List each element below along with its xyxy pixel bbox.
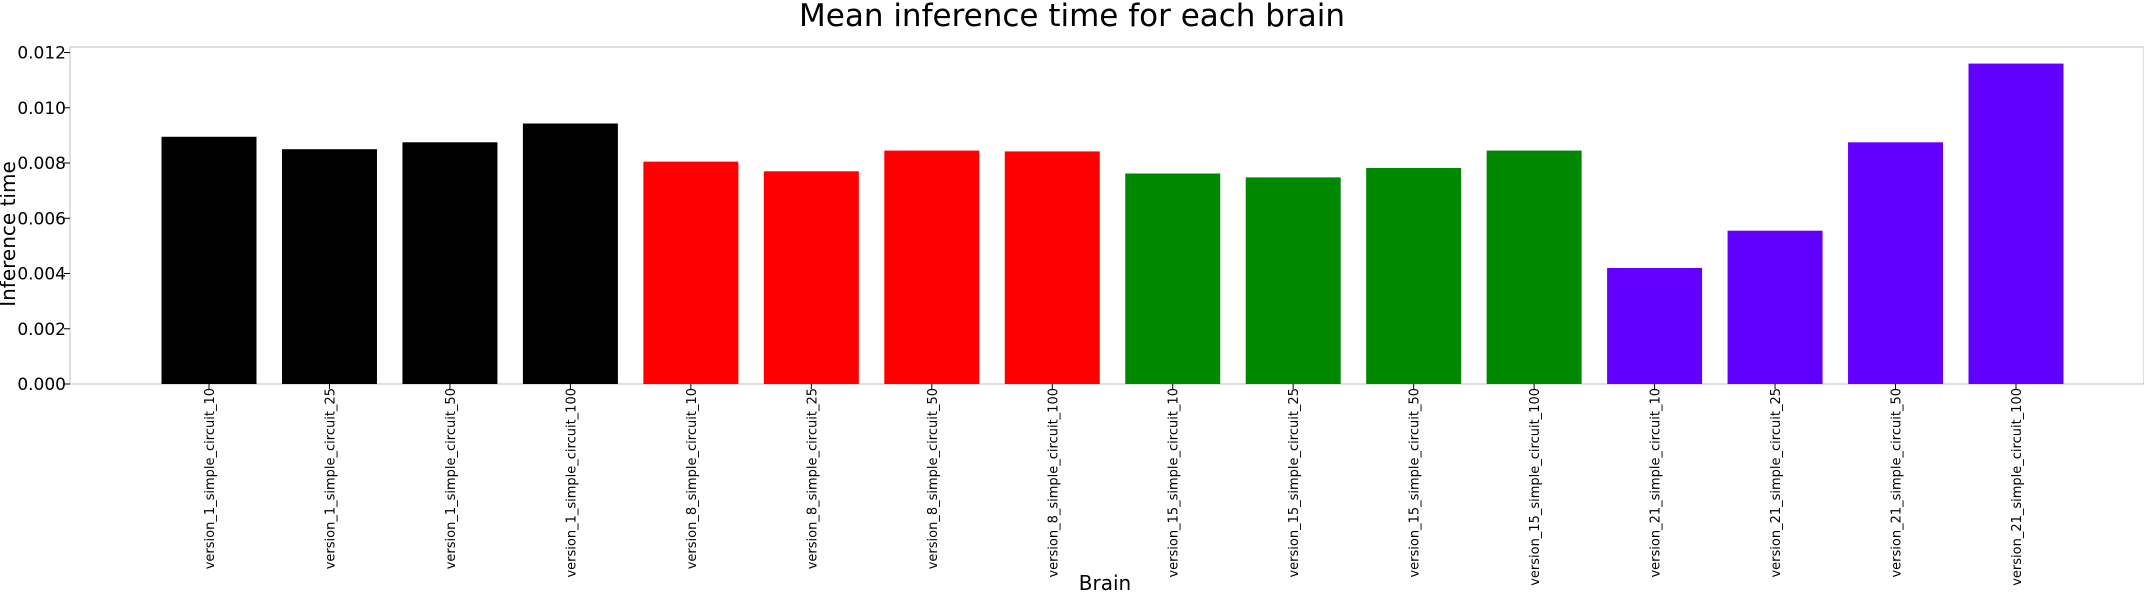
x-tick-label: version_21_simple_circuit_50 xyxy=(1890,388,1905,578)
x-tick-label: version_1_simple_circuit_10 xyxy=(203,388,218,569)
bar-version_15_simple_circuit_10 xyxy=(1125,173,1221,384)
bar-version_8_simple_circuit_100 xyxy=(1004,151,1100,384)
x-tick-label: version_15_simple_circuit_25 xyxy=(1287,388,1302,578)
bar-version_8_simple_circuit_10 xyxy=(643,161,739,384)
bar-version_15_simple_circuit_25 xyxy=(1245,177,1341,384)
bar-version_1_simple_circuit_100 xyxy=(522,123,618,385)
x-tick-label: version_8_simple_circuit_10 xyxy=(685,388,700,569)
bar-version_21_simple_circuit_10 xyxy=(1607,267,1703,384)
y-tick-label: 0.006 xyxy=(17,209,66,229)
x-tick-label: version_1_simple_circuit_50 xyxy=(444,388,459,569)
bar-version_21_simple_circuit_25 xyxy=(1727,230,1823,384)
y-tick-label: 0.012 xyxy=(17,44,66,64)
x-tick-label: version_1_simple_circuit_25 xyxy=(323,388,338,569)
bar-version_21_simple_circuit_100 xyxy=(1968,63,2064,385)
bar-version_15_simple_circuit_50 xyxy=(1366,167,1462,384)
x-tick-label: version_1_simple_circuit_100 xyxy=(564,388,579,578)
bar-version_1_simple_circuit_25 xyxy=(281,149,377,384)
plot-frame xyxy=(69,46,2144,385)
x-tick-label: version_15_simple_circuit_100 xyxy=(1528,388,1543,586)
x-tick-label: version_15_simple_circuit_50 xyxy=(1408,388,1423,578)
bar-version_21_simple_circuit_50 xyxy=(1848,142,1944,384)
bar-version_15_simple_circuit_100 xyxy=(1486,150,1582,384)
y-tick-label: 0.002 xyxy=(17,320,66,340)
x-tick-label: version_8_simple_circuit_50 xyxy=(926,388,941,569)
x-tick-label: version_21_simple_circuit_100 xyxy=(2010,388,2025,586)
bar-version_8_simple_circuit_50 xyxy=(884,150,980,384)
bar-version_1_simple_circuit_10 xyxy=(161,136,257,384)
x-tick-label: version_15_simple_circuit_10 xyxy=(1167,388,1182,578)
y-tick-label: 0.008 xyxy=(17,154,66,174)
x-tick-label: version_8_simple_circuit_25 xyxy=(805,388,820,569)
y-axis-ticks: 0.000 0.002 0.004 0.006 0.008 0.010 0.012 xyxy=(17,44,70,395)
chart-title: Mean inference time for each brain xyxy=(799,0,1345,34)
bar-version_1_simple_circuit_50 xyxy=(402,142,498,384)
x-axis-tick-labels: version_1_simple_circuit_10 version_1_sim… xyxy=(203,384,2025,586)
x-tick-label: version_8_simple_circuit_100 xyxy=(1046,388,1061,578)
y-tick-label: 0.004 xyxy=(17,265,66,285)
bar-version_8_simple_circuit_25 xyxy=(763,171,859,384)
x-tick-label: version_21_simple_circuit_10 xyxy=(1649,388,1664,578)
x-tick-label: version_21_simple_circuit_25 xyxy=(1769,388,1784,578)
bars-group xyxy=(161,63,2064,385)
y-tick-label: 0.000 xyxy=(17,375,66,395)
y-axis-label: Inference time xyxy=(0,161,20,307)
x-axis-label: Brain xyxy=(1079,571,1131,595)
y-tick-label: 0.010 xyxy=(17,99,66,119)
